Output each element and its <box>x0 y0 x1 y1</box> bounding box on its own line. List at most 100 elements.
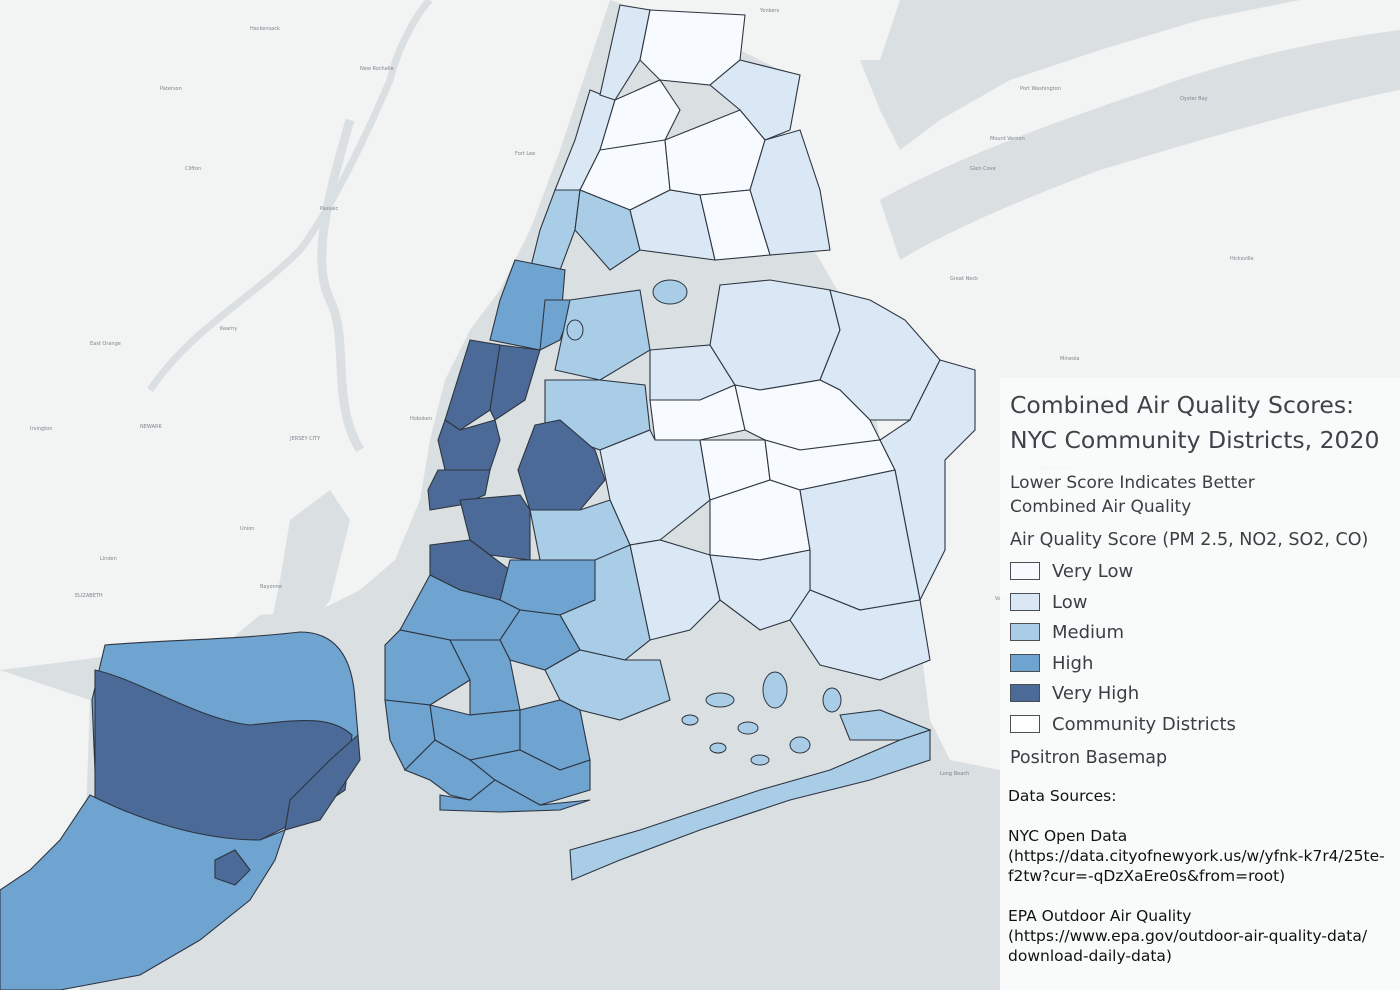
basemap-place-label: Mineola <box>1060 356 1079 362</box>
district-si-east-strip[interactable] <box>284 733 361 831</box>
legend-title-line2: NYC Community Districts, 2020 <box>1010 426 1380 454</box>
staten-island-districts <box>0 631 361 990</box>
district-qn-laurelton[interactable] <box>789 589 931 681</box>
legend-title: Combined Air Quality Scores: NYC Communi… <box>1010 388 1379 458</box>
basemap-place-label: Long Beach <box>940 771 969 777</box>
basemap-place-label: Paterson <box>160 86 182 92</box>
district-bk-coney-island[interactable] <box>439 779 591 813</box>
island-6 <box>681 714 699 726</box>
district-qn-broad-channel[interactable] <box>839 709 932 741</box>
legend-label-community-districts: Community Districts <box>1052 713 1236 735</box>
basemap-place-label: Union <box>240 526 254 532</box>
legend-score-heading: Air Quality Score (PM 2.5, NO2, SO2, CO) <box>1010 530 1369 550</box>
source1-url-line1[interactable]: (https://data.cityofnewyork.us/w/yfnk-k7… <box>1008 847 1385 865</box>
data-sources: Data Sources: NYC Open Data (https://dat… <box>1008 786 1393 966</box>
district-qn-rockaway[interactable] <box>569 729 931 881</box>
legend-swatch-high <box>1010 654 1040 672</box>
basemap-place-label: Fort Lee <box>515 151 535 157</box>
basemap-place-label: Bayonne <box>260 584 282 590</box>
basemap-place-label: Hoboken <box>410 416 432 422</box>
district-mn-upper-west[interactable] <box>444 339 501 431</box>
island-8 <box>709 742 727 754</box>
basemap-place-label: Hicksville <box>1230 256 1254 262</box>
legend-subtitle: Lower Score Indicates Better Combined Ai… <box>1010 471 1255 519</box>
basemap-place-label: JERSEY CITY <box>289 436 321 442</box>
basemap-place-label: Glen Cove <box>970 166 996 172</box>
district-bx-1[interactable] <box>574 189 641 271</box>
basemap-place-label: Irvington <box>30 426 52 432</box>
district-mn-upper-east[interactable] <box>489 344 541 421</box>
legend-swatch-community-districts <box>1010 715 1040 733</box>
island-4 <box>789 736 811 754</box>
legend-item-low: Low <box>1010 591 1087 613</box>
district-mn-midtown[interactable] <box>437 419 501 471</box>
source1-url-line2[interactable]: f2tw?cur=-qDzXaEre0s&from=root) <box>1008 867 1286 885</box>
legend-item-community-districts: Community Districts <box>1010 713 1236 735</box>
legend-item-very-high: Very High <box>1010 682 1139 704</box>
island-5 <box>822 687 842 713</box>
basemap-place-label: Clifton <box>185 166 201 172</box>
district-qn-flushing[interactable] <box>734 379 881 451</box>
legend-item-medium: Medium <box>1010 621 1124 643</box>
island-2 <box>737 721 759 735</box>
source2-url-line2[interactable]: download-daily-data) <box>1008 947 1172 965</box>
legend-swatch-very-high <box>1010 684 1040 702</box>
legend-label-very-low: Very Low <box>1052 560 1134 582</box>
district-si-mid[interactable] <box>94 669 353 841</box>
legend-swatch-medium <box>1010 623 1040 641</box>
basemap-place-label: Hackensack <box>250 26 280 32</box>
legend-item-high: High <box>1010 652 1093 674</box>
basemap-place-label: Passaic <box>320 206 339 212</box>
basemap-place-label: NEWARK <box>140 424 162 430</box>
legend-label-medium: Medium <box>1052 621 1124 643</box>
district-bx-10[interactable] <box>699 189 771 261</box>
island-1 <box>705 692 735 708</box>
basemap-place-label: Linden <box>100 556 117 562</box>
legend-subtitle-line1: Lower Score Indicates Better <box>1010 473 1255 493</box>
legend-subtitle-line2: Combined Air Quality <box>1010 497 1192 517</box>
long-island-sound <box>880 30 1400 260</box>
district-bk-greenpoint[interactable] <box>517 419 606 511</box>
legend-swatch-very-low <box>1010 562 1040 580</box>
legend-basemap-label: Positron Basemap <box>1010 748 1168 768</box>
district-bx-riverdale[interactable] <box>599 4 651 101</box>
flushing-bay-islands <box>566 279 688 341</box>
new-jersey-land <box>0 0 610 670</box>
bronx-districts <box>574 4 831 271</box>
sources-spacer <box>1008 886 1393 906</box>
basemap-place-label: East Orange <box>90 341 121 347</box>
legend-swatch-low <box>1010 593 1040 611</box>
basemap-place-label: Mount Vernon <box>990 136 1025 142</box>
queens-districts <box>544 279 976 881</box>
basemap-place-label: Yonkers <box>759 8 779 14</box>
district-qn-bayside[interactable] <box>819 289 941 421</box>
legend-panel: Combined Air Quality Scores: NYC Communi… <box>1000 378 1400 990</box>
legend-item-very-low: Very Low <box>1010 560 1133 582</box>
district-mn-east-harlem[interactable] <box>539 299 576 351</box>
source2-name: EPA Outdoor Air Quality <box>1008 907 1192 925</box>
sources-spacer <box>1008 806 1393 826</box>
basemap-place-label: Port Washington <box>1020 86 1061 92</box>
island-3 <box>762 671 788 709</box>
source1-name: NYC Open Data <box>1008 827 1128 845</box>
legend-label-very-high: Very High <box>1052 682 1140 704</box>
district-si-tip[interactable] <box>214 849 251 886</box>
hackensack-river <box>317 118 364 453</box>
data-sources-heading: Data Sources: <box>1008 787 1117 805</box>
jamaica-bay-water <box>660 649 900 773</box>
district-si-south[interactable] <box>0 794 286 990</box>
source2-url-line1[interactable]: (https://www.epa.gov/outdoor-air-quality… <box>1008 927 1368 945</box>
basemap-place-label: Great Neck <box>950 276 978 282</box>
newark-bay <box>270 490 350 640</box>
legend-label-low: Low <box>1052 591 1088 613</box>
district-qn-astoria[interactable] <box>554 289 651 381</box>
rikers-island <box>652 279 688 305</box>
basemap-place-label: ELIZABETH <box>75 593 103 599</box>
basemap-place-label: Oyster Bay <box>1180 96 1208 102</box>
district-mn-lower[interactable] <box>427 469 491 511</box>
district-qn-college-point[interactable] <box>709 279 841 391</box>
basemap-place-label: New Rochelle <box>360 66 394 72</box>
legend-title-line1: Combined Air Quality Scores: <box>1010 391 1355 419</box>
legend-label-high: High <box>1052 652 1094 674</box>
